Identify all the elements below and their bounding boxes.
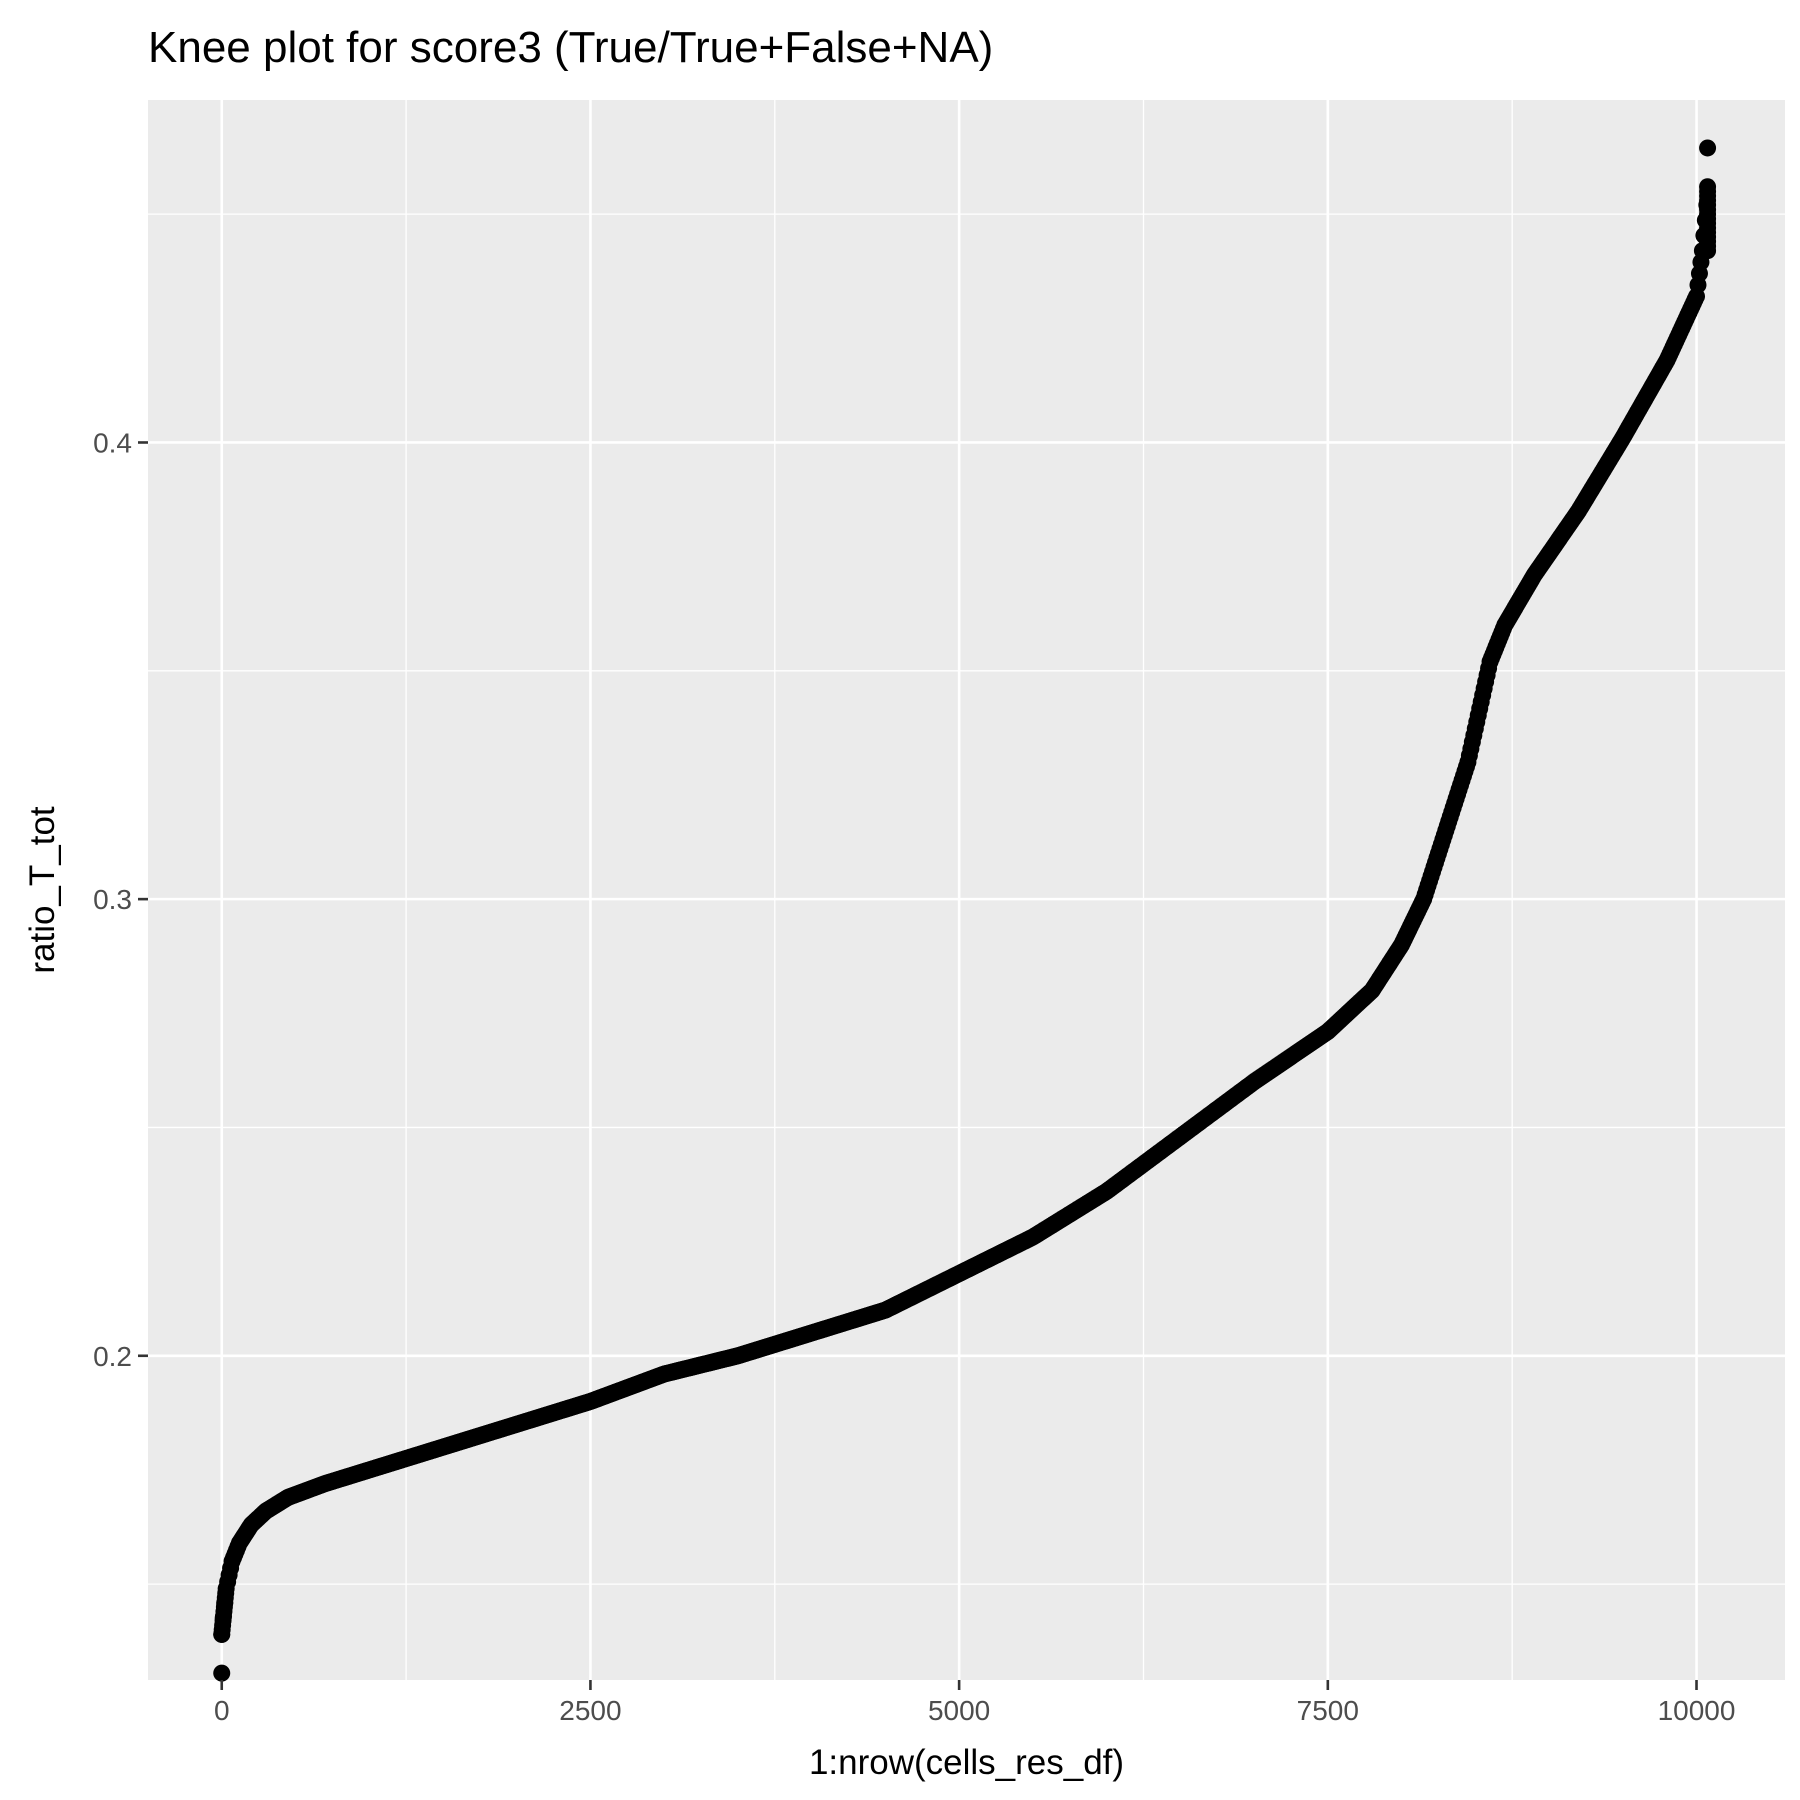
x-tick-label: 0 xyxy=(214,1695,230,1726)
data-point-extreme xyxy=(213,1664,231,1682)
data-point xyxy=(217,1584,235,1602)
x-axis-title: 1:nrow(cells_res_df) xyxy=(809,1743,1124,1782)
data-points xyxy=(213,139,1717,1682)
x-tick-label: 5000 xyxy=(928,1695,990,1726)
plot-panel xyxy=(148,100,1785,1680)
y-axis-title: ratio_T_tot xyxy=(23,806,62,974)
chart-title: Knee plot for score3 (True/True+False+NA… xyxy=(148,23,993,72)
x-tick-label: 2500 xyxy=(559,1695,621,1726)
x-tick-label: 7500 xyxy=(1297,1695,1359,1726)
major-gridlines xyxy=(148,100,1785,1680)
y-tick-label: 0.3 xyxy=(93,884,132,915)
x-tick-label: 10000 xyxy=(1658,1695,1736,1726)
y-axis: 0.2 0.3 0.4 xyxy=(93,427,148,1372)
minor-gridlines xyxy=(148,100,1785,1680)
x-axis: 0 2500 5000 7500 10000 xyxy=(214,1680,1736,1726)
data-point-extreme xyxy=(1699,139,1717,157)
data-point xyxy=(1699,178,1717,196)
y-tick-label: 0.2 xyxy=(93,1341,132,1372)
y-tick-label: 0.4 xyxy=(93,427,132,458)
